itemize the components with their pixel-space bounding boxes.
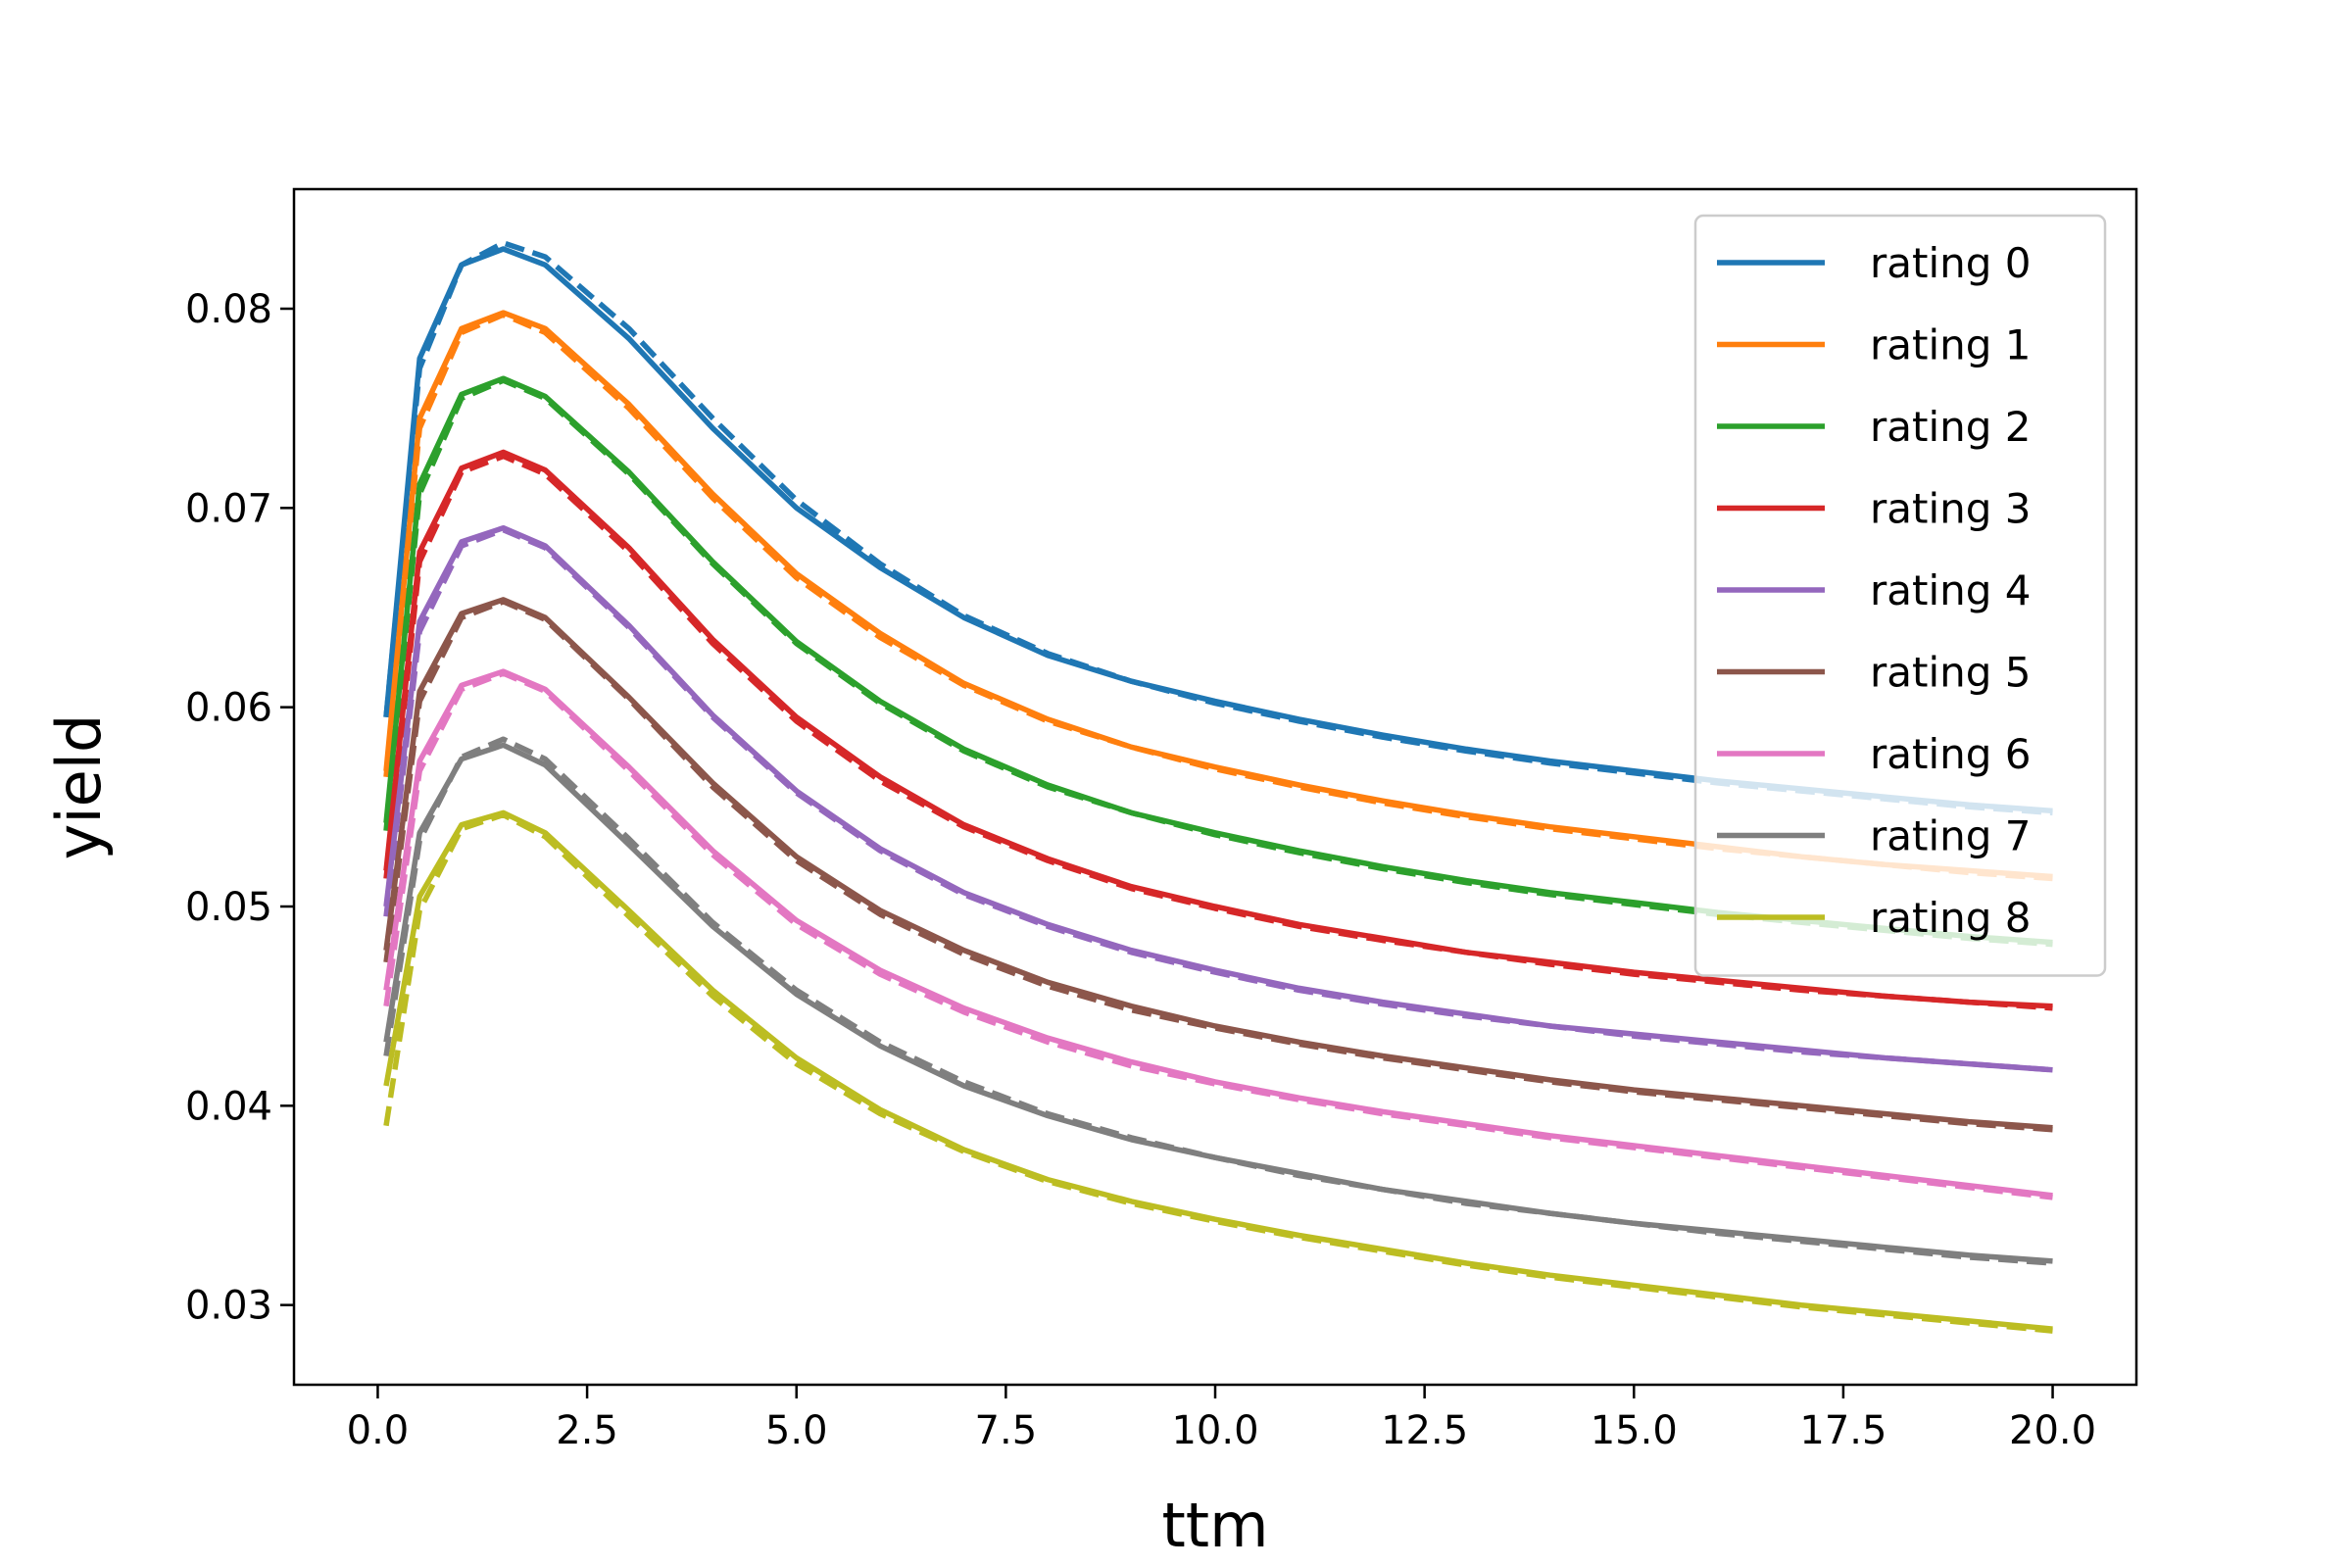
series-dashed-line-rating-7 [383,736,2053,1266]
legend-label: rating 8 [1870,894,2032,942]
legend-label: rating 6 [1870,730,2032,778]
series-dashed-line-rating-3 [383,453,2053,1011]
x-tick-label: 5.0 [765,1408,828,1453]
y-axis: 0.03 0.04 0.05 0.06 0.07 0.08 [185,287,294,1329]
legend-label: rating 0 [1870,239,2032,287]
legend-label: rating 7 [1870,812,2032,860]
x-tick-label: 12.5 [1381,1408,1468,1453]
legend-label: rating 5 [1870,649,2032,697]
y-tick-label: 0.03 [185,1284,272,1329]
series-dashed-line-rating-8 [383,811,2053,1334]
x-tick-label: 10.0 [1171,1408,1258,1453]
series-line-rating-8 [383,809,2053,1332]
legend-box [1693,214,2107,977]
x-tick-label: 20.0 [2009,1408,2096,1453]
legend-label: rating 2 [1870,403,2032,451]
legend-label: rating 4 [1870,566,2032,614]
x-tick-label: 7.5 [975,1408,1038,1453]
x-axis-label: ttm [1161,1490,1268,1561]
series-dashed-line-rating-6 [383,670,2053,1200]
series-layer [383,240,2053,1334]
y-tick-label: 0.06 [185,686,272,731]
x-tick-label: 0.0 [347,1408,410,1453]
y-tick-label: 0.05 [185,885,272,930]
legend-label: rating 3 [1870,485,2032,533]
x-axis: 0.0 2.5 5.0 7.5 10.0 12.5 15.0 17.5 20.0 [347,1385,2096,1453]
legend-label: rating 1 [1870,321,2032,369]
y-axis-label: yield [43,714,115,860]
x-tick-label: 15.0 [1591,1408,1678,1453]
legend: rating 0 rating 1 rating 2 rating 3 rating 4… [1693,214,2107,977]
x-tick-label: 2.5 [556,1408,618,1453]
series-dashed-line-rating-5 [383,599,2053,1133]
y-tick-label: 0.04 [185,1084,272,1129]
y-tick-label: 0.07 [185,486,272,531]
series-dashed-line-rating-4 [383,526,2053,1073]
series-dashed-line-rating-1 [383,312,2053,882]
x-tick-label: 17.5 [1799,1408,1886,1453]
y-tick-label: 0.08 [185,287,272,332]
